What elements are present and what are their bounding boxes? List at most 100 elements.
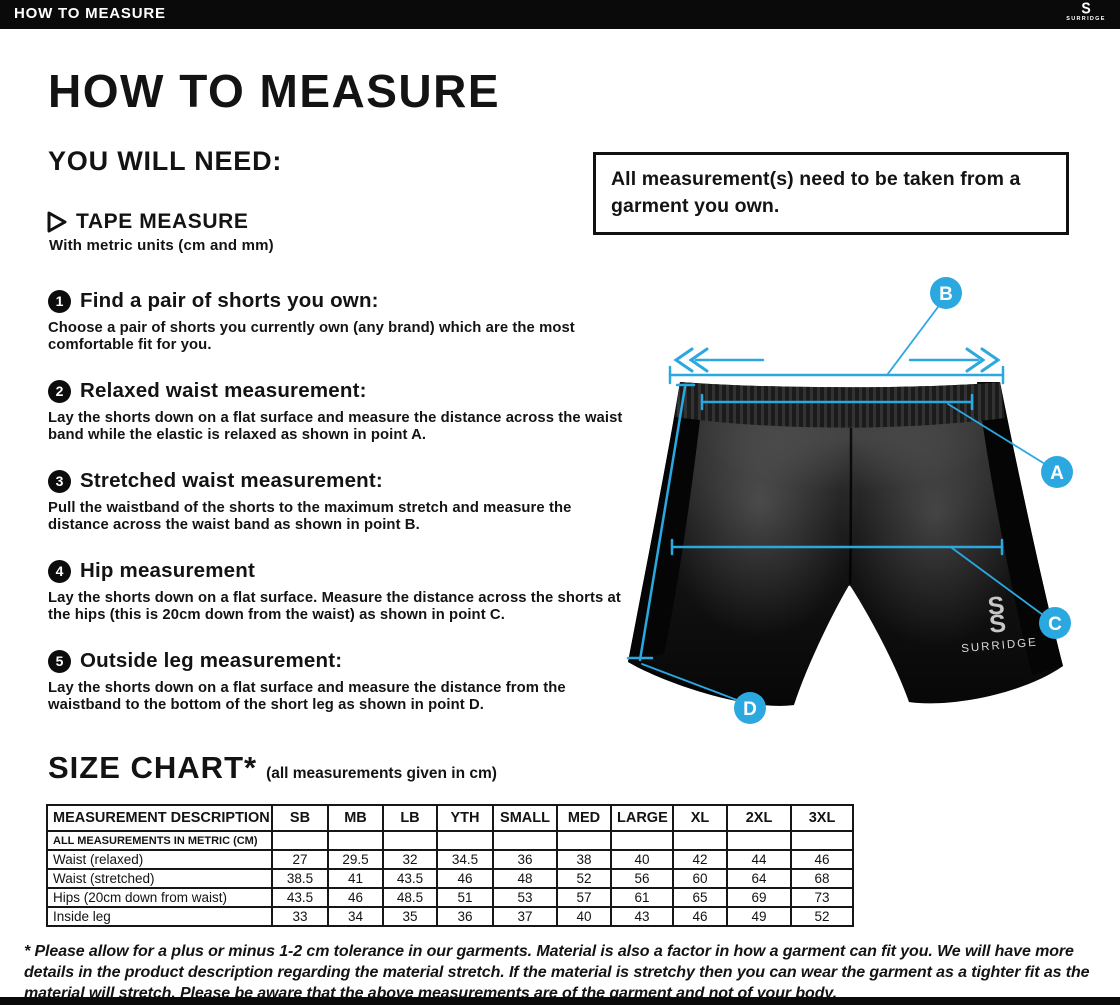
measurement-label: Hips (20cm down from waist) bbox=[46, 887, 273, 908]
point-c-badge bbox=[1039, 607, 1071, 639]
size-column-header: 3XL bbox=[790, 804, 854, 832]
svg-text:B: B bbox=[939, 284, 953, 305]
measurement-value: 52 bbox=[556, 868, 612, 889]
point-badges: B A C D bbox=[734, 277, 1073, 724]
measurement-value: 38.5 bbox=[271, 868, 329, 889]
step-title: Outside leg measurement: bbox=[80, 649, 343, 672]
measurement-value: 53 bbox=[492, 887, 558, 908]
measurement-label: Inside leg bbox=[46, 906, 273, 927]
empty-cell bbox=[271, 830, 329, 851]
metric-note: ALL MEASUREMENTS IN METRIC (CM) bbox=[46, 830, 273, 851]
measurement-value: 32 bbox=[382, 849, 438, 870]
measurement-value: 42 bbox=[672, 849, 728, 870]
measurement-value: 29.5 bbox=[327, 849, 384, 870]
shorts-measurement-diagram: S S SURRIDGE bbox=[626, 277, 1073, 724]
size-column-header: SMALL bbox=[492, 804, 558, 832]
measurement-value: 46 bbox=[672, 906, 728, 927]
step-4: 4 Hip measurement Lay the shorts down on a… bbox=[48, 559, 623, 625]
svg-text:S: S bbox=[988, 609, 1007, 638]
step-number-badge: 5 bbox=[48, 649, 71, 673]
stretch-arrow bbox=[673, 347, 1001, 373]
point-d-badge bbox=[734, 692, 766, 724]
step-number-badge: 4 bbox=[48, 559, 71, 583]
measurement-value: 36 bbox=[492, 849, 558, 870]
tape-measure-label: TAPE MEASURE bbox=[76, 210, 249, 233]
measurement-value: 51 bbox=[436, 887, 494, 908]
page-title: HOW TO MEASURE bbox=[48, 65, 501, 117]
shorts-waistband bbox=[675, 382, 1005, 428]
measure-line-b bbox=[668, 365, 1005, 385]
step-title: Relaxed waist measurement: bbox=[80, 379, 367, 402]
measurement-value: 43 bbox=[610, 906, 674, 927]
empty-cell bbox=[436, 830, 494, 851]
step-body: Choose a pair of shorts you currently ow… bbox=[48, 320, 575, 354]
empty-cell bbox=[556, 830, 612, 851]
size-column-header: LARGE bbox=[610, 804, 674, 832]
measurement-value: 43.5 bbox=[382, 868, 438, 889]
step-1: 1 Find a pair of shorts you own: Choose a … bbox=[48, 289, 623, 355]
step-title: Stretched waist measurement: bbox=[80, 469, 383, 492]
step-body: Lay the shorts down on a flat surface. M… bbox=[48, 590, 621, 624]
top-bar-title: HOW TO MEASURE bbox=[14, 5, 166, 22]
measure-line-c bbox=[670, 538, 1004, 556]
measurement-value: 46 bbox=[436, 868, 494, 889]
size-chart-row: Inside leg 33 34 35 36 37 40 43 46 49 52 bbox=[46, 906, 854, 927]
step-body: Lay the shorts down on a flat surface an… bbox=[48, 680, 566, 714]
step-body: Pull the waistband of the shorts to the … bbox=[48, 500, 572, 534]
step-title: Find a pair of shorts you own: bbox=[80, 289, 379, 312]
measurement-value: 44 bbox=[726, 849, 792, 870]
step-3: 3 Stretched waist measurement: Pull the wa… bbox=[48, 469, 623, 535]
step-title: Hip measurement bbox=[80, 559, 256, 582]
size-column-header: LB bbox=[382, 804, 438, 832]
surridge-s-icon: S bbox=[1081, 0, 1091, 18]
measurement-value: 40 bbox=[556, 906, 612, 927]
tolerance-footnote: * Please allow for a plus or minus 1-2 c… bbox=[24, 943, 1090, 1002]
measurement-value: 48 bbox=[492, 868, 558, 889]
measure-line-a bbox=[700, 393, 974, 411]
measurement-value: 40 bbox=[610, 849, 674, 870]
tape-measure-detail: With metric units (cm and mm) bbox=[49, 237, 274, 254]
measurement-value: 56 bbox=[610, 868, 674, 889]
tape-measure-row: TAPE MEASURE bbox=[46, 210, 249, 234]
metric-note-row: ALL MEASUREMENTS IN METRIC (CM) bbox=[46, 830, 854, 851]
svg-text:S: S bbox=[987, 591, 1006, 620]
size-column-header: 2XL bbox=[726, 804, 792, 832]
measurement-value: 35 bbox=[382, 906, 438, 927]
step-2: 2 Relaxed waist measurement: Lay the short… bbox=[48, 379, 623, 445]
measurement-value: 65 bbox=[672, 887, 728, 908]
size-column-header: MED bbox=[556, 804, 612, 832]
empty-cell bbox=[382, 830, 438, 851]
point-a-badge bbox=[1041, 456, 1073, 488]
measurement-value: 68 bbox=[790, 868, 854, 889]
measure-line-d bbox=[626, 383, 696, 662]
measurement-notice-box: All measurement(s) need to be taken from… bbox=[593, 152, 1069, 235]
measurement-value: 27 bbox=[271, 849, 329, 870]
measurement-value: 37 bbox=[492, 906, 558, 927]
step-body: Lay the shorts down on a flat surface an… bbox=[48, 410, 623, 444]
surridge-logo-text: SURRIDGE bbox=[1066, 16, 1106, 22]
empty-cell bbox=[726, 830, 792, 851]
measurement-value: 57 bbox=[556, 887, 612, 908]
size-column-header: MB bbox=[327, 804, 384, 832]
size-chart-table: MEASUREMENT DESCRIPTION SB MB LB YTH SMALL MED… bbox=[46, 804, 854, 927]
surridge-logo: S SURRIDGE bbox=[1058, 0, 1114, 23]
you-will-need-heading: YOU WILL NEED: bbox=[48, 146, 283, 176]
measurement-value: 48.5 bbox=[382, 887, 438, 908]
size-column-header: YTH bbox=[436, 804, 494, 832]
empty-cell bbox=[327, 830, 384, 851]
size-chart-subtitle: (all measurements given in cm) bbox=[266, 765, 497, 782]
bottom-divider-bar bbox=[0, 997, 1120, 1005]
description-column-header: MEASUREMENT DESCRIPTION bbox=[46, 804, 273, 832]
svg-text:D: D bbox=[743, 699, 757, 720]
size-chart-title: SIZE CHART* bbox=[48, 750, 258, 785]
step-number-badge: 2 bbox=[48, 379, 71, 403]
measurement-value: 69 bbox=[726, 887, 792, 908]
size-chart-heading: SIZE CHART* (all measurements given in c… bbox=[48, 750, 497, 786]
measurement-label: Waist (stretched) bbox=[46, 868, 273, 889]
measurement-value: 60 bbox=[672, 868, 728, 889]
shorts-illustration: S S SURRIDGE bbox=[628, 382, 1063, 706]
measurement-value: 52 bbox=[790, 906, 854, 927]
svg-text:C: C bbox=[1048, 614, 1062, 635]
measurement-value: 73 bbox=[790, 887, 854, 908]
